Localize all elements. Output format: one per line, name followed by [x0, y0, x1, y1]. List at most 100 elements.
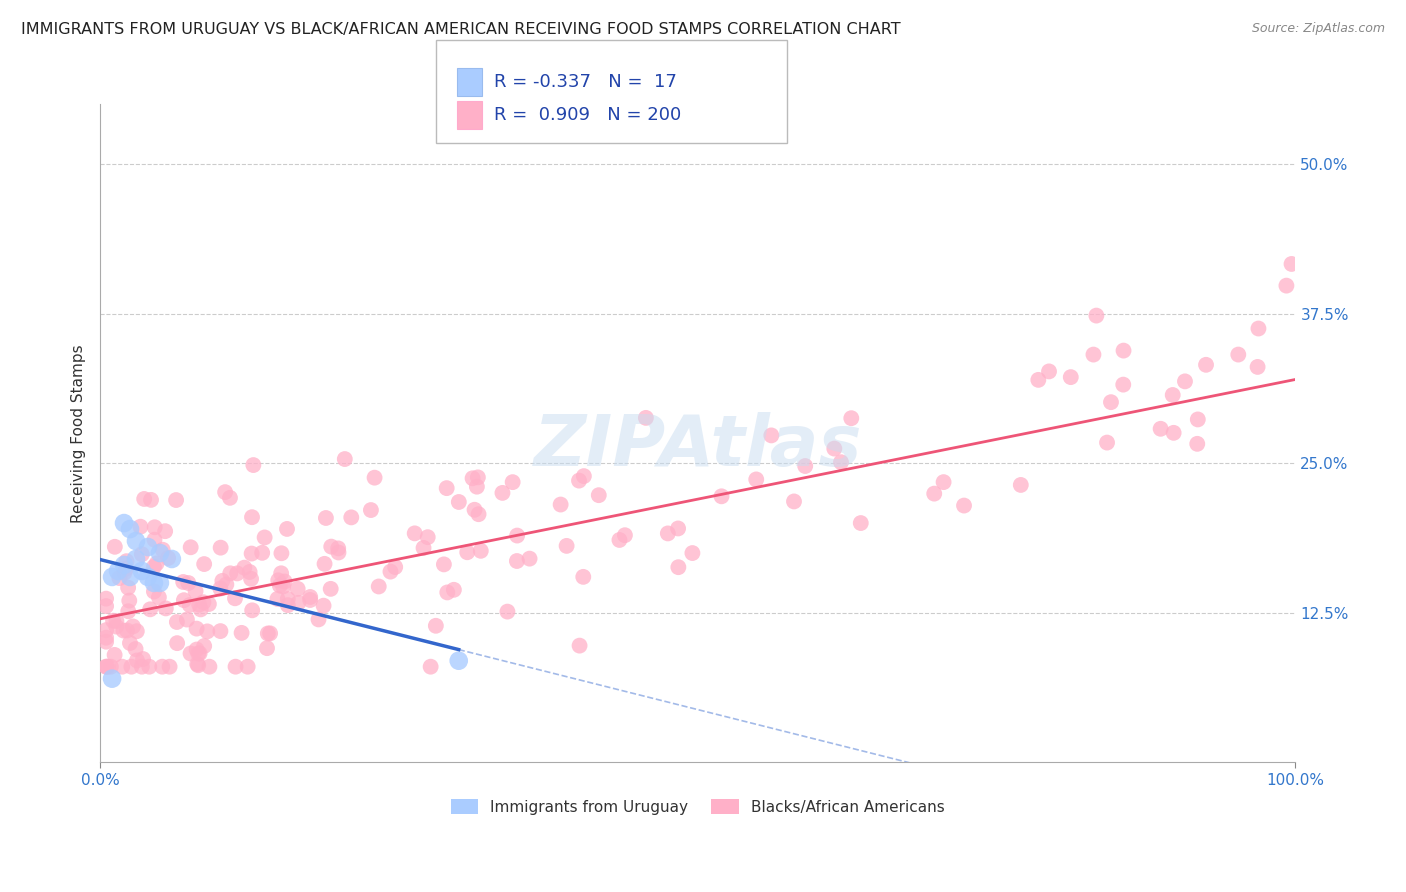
Text: Source: ZipAtlas.com: Source: ZipAtlas.com [1251, 22, 1385, 36]
Point [184, 584, 207, 599]
Point [1195, 358, 1218, 372]
Point [360, 503, 382, 517]
Point [118, 636, 141, 650]
Point [266, 591, 288, 606]
Point [215, 577, 238, 591]
Point [830, 455, 852, 469]
Point [308, 612, 330, 626]
Point [447, 495, 470, 509]
Point [1161, 388, 1184, 402]
Point [124, 642, 146, 657]
Point [363, 471, 385, 485]
Point [149, 575, 172, 590]
Point [572, 570, 595, 584]
Point [118, 570, 141, 584]
Point [180, 541, 202, 555]
Point [1187, 437, 1209, 451]
Point [299, 590, 322, 604]
Point [465, 480, 488, 494]
Point [823, 442, 845, 456]
Point [312, 599, 335, 613]
Point [115, 624, 138, 638]
Point [104, 540, 127, 554]
Point [209, 541, 232, 555]
Point [188, 598, 211, 612]
Point [328, 541, 350, 556]
Point [613, 528, 636, 542]
Point [1246, 359, 1268, 374]
Point [198, 597, 221, 611]
Point [209, 582, 232, 596]
Point [233, 560, 256, 574]
Point [849, 516, 872, 530]
Point [314, 557, 336, 571]
Point [138, 659, 160, 673]
Point [340, 510, 363, 524]
Point [1095, 435, 1118, 450]
Point [143, 560, 166, 574]
Point [186, 642, 208, 657]
Point [105, 614, 128, 628]
Point [240, 547, 263, 561]
Point [568, 639, 591, 653]
Point [572, 469, 595, 483]
Point [1275, 278, 1298, 293]
Point [159, 659, 181, 673]
Point [114, 566, 136, 580]
Point [467, 470, 489, 484]
Point [932, 475, 955, 489]
Point [236, 659, 259, 673]
Point [681, 546, 703, 560]
Point [214, 485, 236, 500]
Point [467, 507, 489, 521]
Point [470, 544, 492, 558]
Point [143, 533, 166, 547]
Point [94, 659, 117, 673]
Point [502, 475, 524, 490]
Point [783, 494, 806, 508]
Point [550, 498, 572, 512]
Point [219, 491, 242, 505]
Point [231, 625, 253, 640]
Point [104, 648, 127, 662]
Point [148, 591, 170, 605]
Point [125, 653, 148, 667]
Point [224, 591, 246, 606]
Point [131, 659, 153, 673]
Point [1099, 395, 1122, 409]
Point [136, 570, 159, 584]
Point [555, 539, 578, 553]
Point [112, 516, 135, 530]
Point [273, 574, 295, 589]
Point [299, 593, 322, 607]
Point [1247, 321, 1270, 335]
Point [1174, 375, 1197, 389]
Point [139, 602, 162, 616]
Point [101, 672, 124, 686]
Y-axis label: Receiving Food Stamps: Receiving Food Stamps [72, 344, 86, 523]
Point [761, 428, 783, 442]
Point [1028, 373, 1050, 387]
Point [506, 554, 529, 568]
Point [240, 572, 263, 586]
Point [256, 626, 278, 640]
Point [226, 566, 249, 581]
Point [132, 652, 155, 666]
Point [152, 542, 174, 557]
Point [321, 540, 343, 554]
Point [270, 566, 292, 581]
Point [710, 489, 733, 503]
Point [211, 574, 233, 588]
Point [150, 659, 173, 673]
Point [94, 631, 117, 645]
Point [118, 593, 141, 607]
Point [125, 552, 148, 566]
Point [271, 579, 294, 593]
Point [412, 541, 434, 555]
Point [634, 410, 657, 425]
Point [1112, 343, 1135, 358]
Point [239, 565, 262, 579]
Point [96, 659, 118, 673]
Point [436, 585, 458, 599]
Point [436, 481, 458, 495]
